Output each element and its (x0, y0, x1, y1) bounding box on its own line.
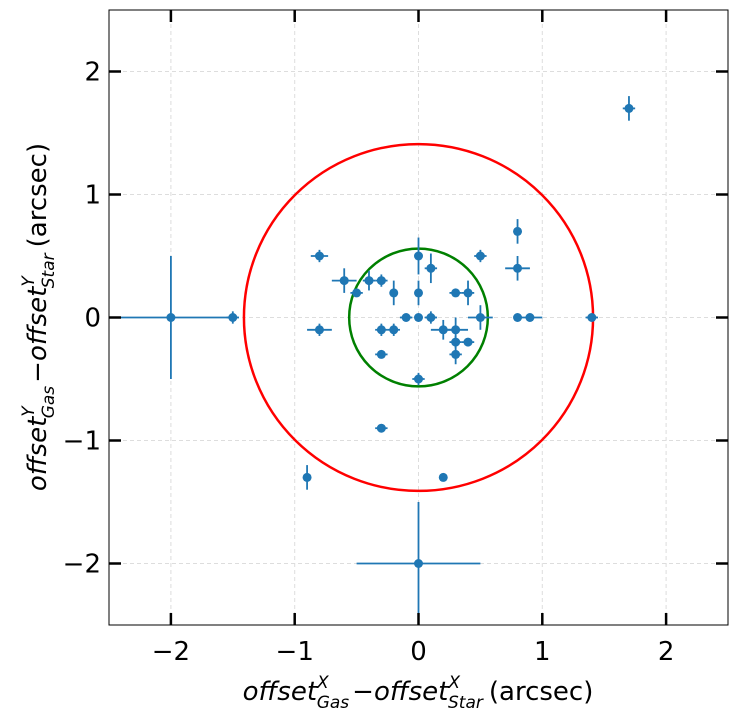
point-marker (513, 226, 523, 236)
y-tick-label: −2 (63, 550, 101, 580)
data-point (356, 502, 481, 625)
data-point (389, 280, 399, 306)
point-marker (302, 472, 312, 482)
point-marker (475, 251, 485, 261)
x-tick-label: 2 (658, 637, 675, 667)
point-marker (401, 313, 411, 322)
x-tick-label: 1 (534, 637, 551, 667)
point-marker (376, 276, 386, 286)
point-marker (314, 325, 324, 335)
point-marker (475, 313, 485, 322)
point-marker (376, 423, 386, 433)
point-marker (463, 288, 473, 298)
point-marker (438, 472, 448, 482)
point-marker (414, 374, 423, 384)
data-point (474, 249, 487, 263)
point-marker (376, 349, 386, 359)
point-marker (451, 349, 461, 359)
data-point (505, 256, 530, 281)
x-tick-label: −2 (152, 637, 190, 667)
y-tick-label: 2 (84, 58, 101, 88)
data-point (424, 311, 438, 324)
data-point (414, 280, 423, 306)
point-marker (166, 313, 176, 322)
point-marker (451, 325, 461, 335)
data-point (331, 268, 357, 293)
point-marker (414, 313, 423, 322)
x-axis-label: offsetX Gas −offsetX Star (arcsec) (243, 673, 594, 713)
point-marker (426, 313, 436, 322)
point-marker (451, 288, 461, 298)
data-point (461, 337, 475, 347)
point-marker (451, 337, 461, 347)
point-marker (352, 288, 362, 298)
data-point (302, 465, 312, 490)
data-point (622, 96, 636, 121)
y-tick-label: 1 (84, 181, 101, 211)
data-point (461, 280, 475, 306)
point-marker (587, 313, 597, 322)
point-marker (525, 313, 535, 322)
y-tick-label: −1 (63, 427, 101, 457)
axis-ticks: −2 −1 0 1 2 −2 −1 0 1 2 (63, 10, 728, 667)
data-point (468, 305, 493, 330)
point-marker (314, 251, 324, 261)
point-marker (414, 288, 423, 298)
point-marker (463, 337, 473, 347)
point-marker (414, 251, 423, 261)
point-marker (624, 103, 634, 113)
data-point (438, 472, 448, 482)
point-marker (414, 559, 423, 568)
data-point (585, 313, 599, 322)
data-point (412, 372, 425, 386)
y-axis-label: offsetYGas−offsetYStar(arcsec) (19, 143, 59, 491)
data-point (375, 349, 388, 359)
x-tick-label: 0 (410, 637, 427, 667)
data-point (350, 288, 363, 298)
data-point (449, 344, 462, 365)
data-point (226, 311, 239, 324)
point-marker (228, 313, 238, 322)
point-marker (376, 325, 386, 335)
data-point (414, 313, 423, 322)
data-point (307, 323, 332, 336)
data-points (109, 96, 636, 625)
data-point (109, 256, 233, 379)
point-marker (513, 263, 523, 273)
data-point (449, 288, 462, 298)
y-tick-label: 0 (84, 304, 101, 334)
point-marker (339, 276, 349, 286)
data-point (517, 313, 543, 322)
x-tick-label: −1 (276, 637, 314, 667)
data-point (414, 237, 423, 275)
point-marker (389, 325, 399, 335)
point-marker (364, 276, 374, 286)
data-point (375, 423, 388, 433)
data-point (375, 274, 388, 287)
data-point (424, 253, 438, 284)
data-point (387, 323, 400, 336)
data-point (443, 317, 469, 343)
data-point (375, 323, 388, 336)
data-point (513, 219, 523, 244)
data-point (310, 249, 329, 263)
point-marker (426, 263, 436, 273)
data-point (399, 313, 413, 322)
point-marker (389, 288, 399, 298)
data-point (362, 270, 376, 291)
